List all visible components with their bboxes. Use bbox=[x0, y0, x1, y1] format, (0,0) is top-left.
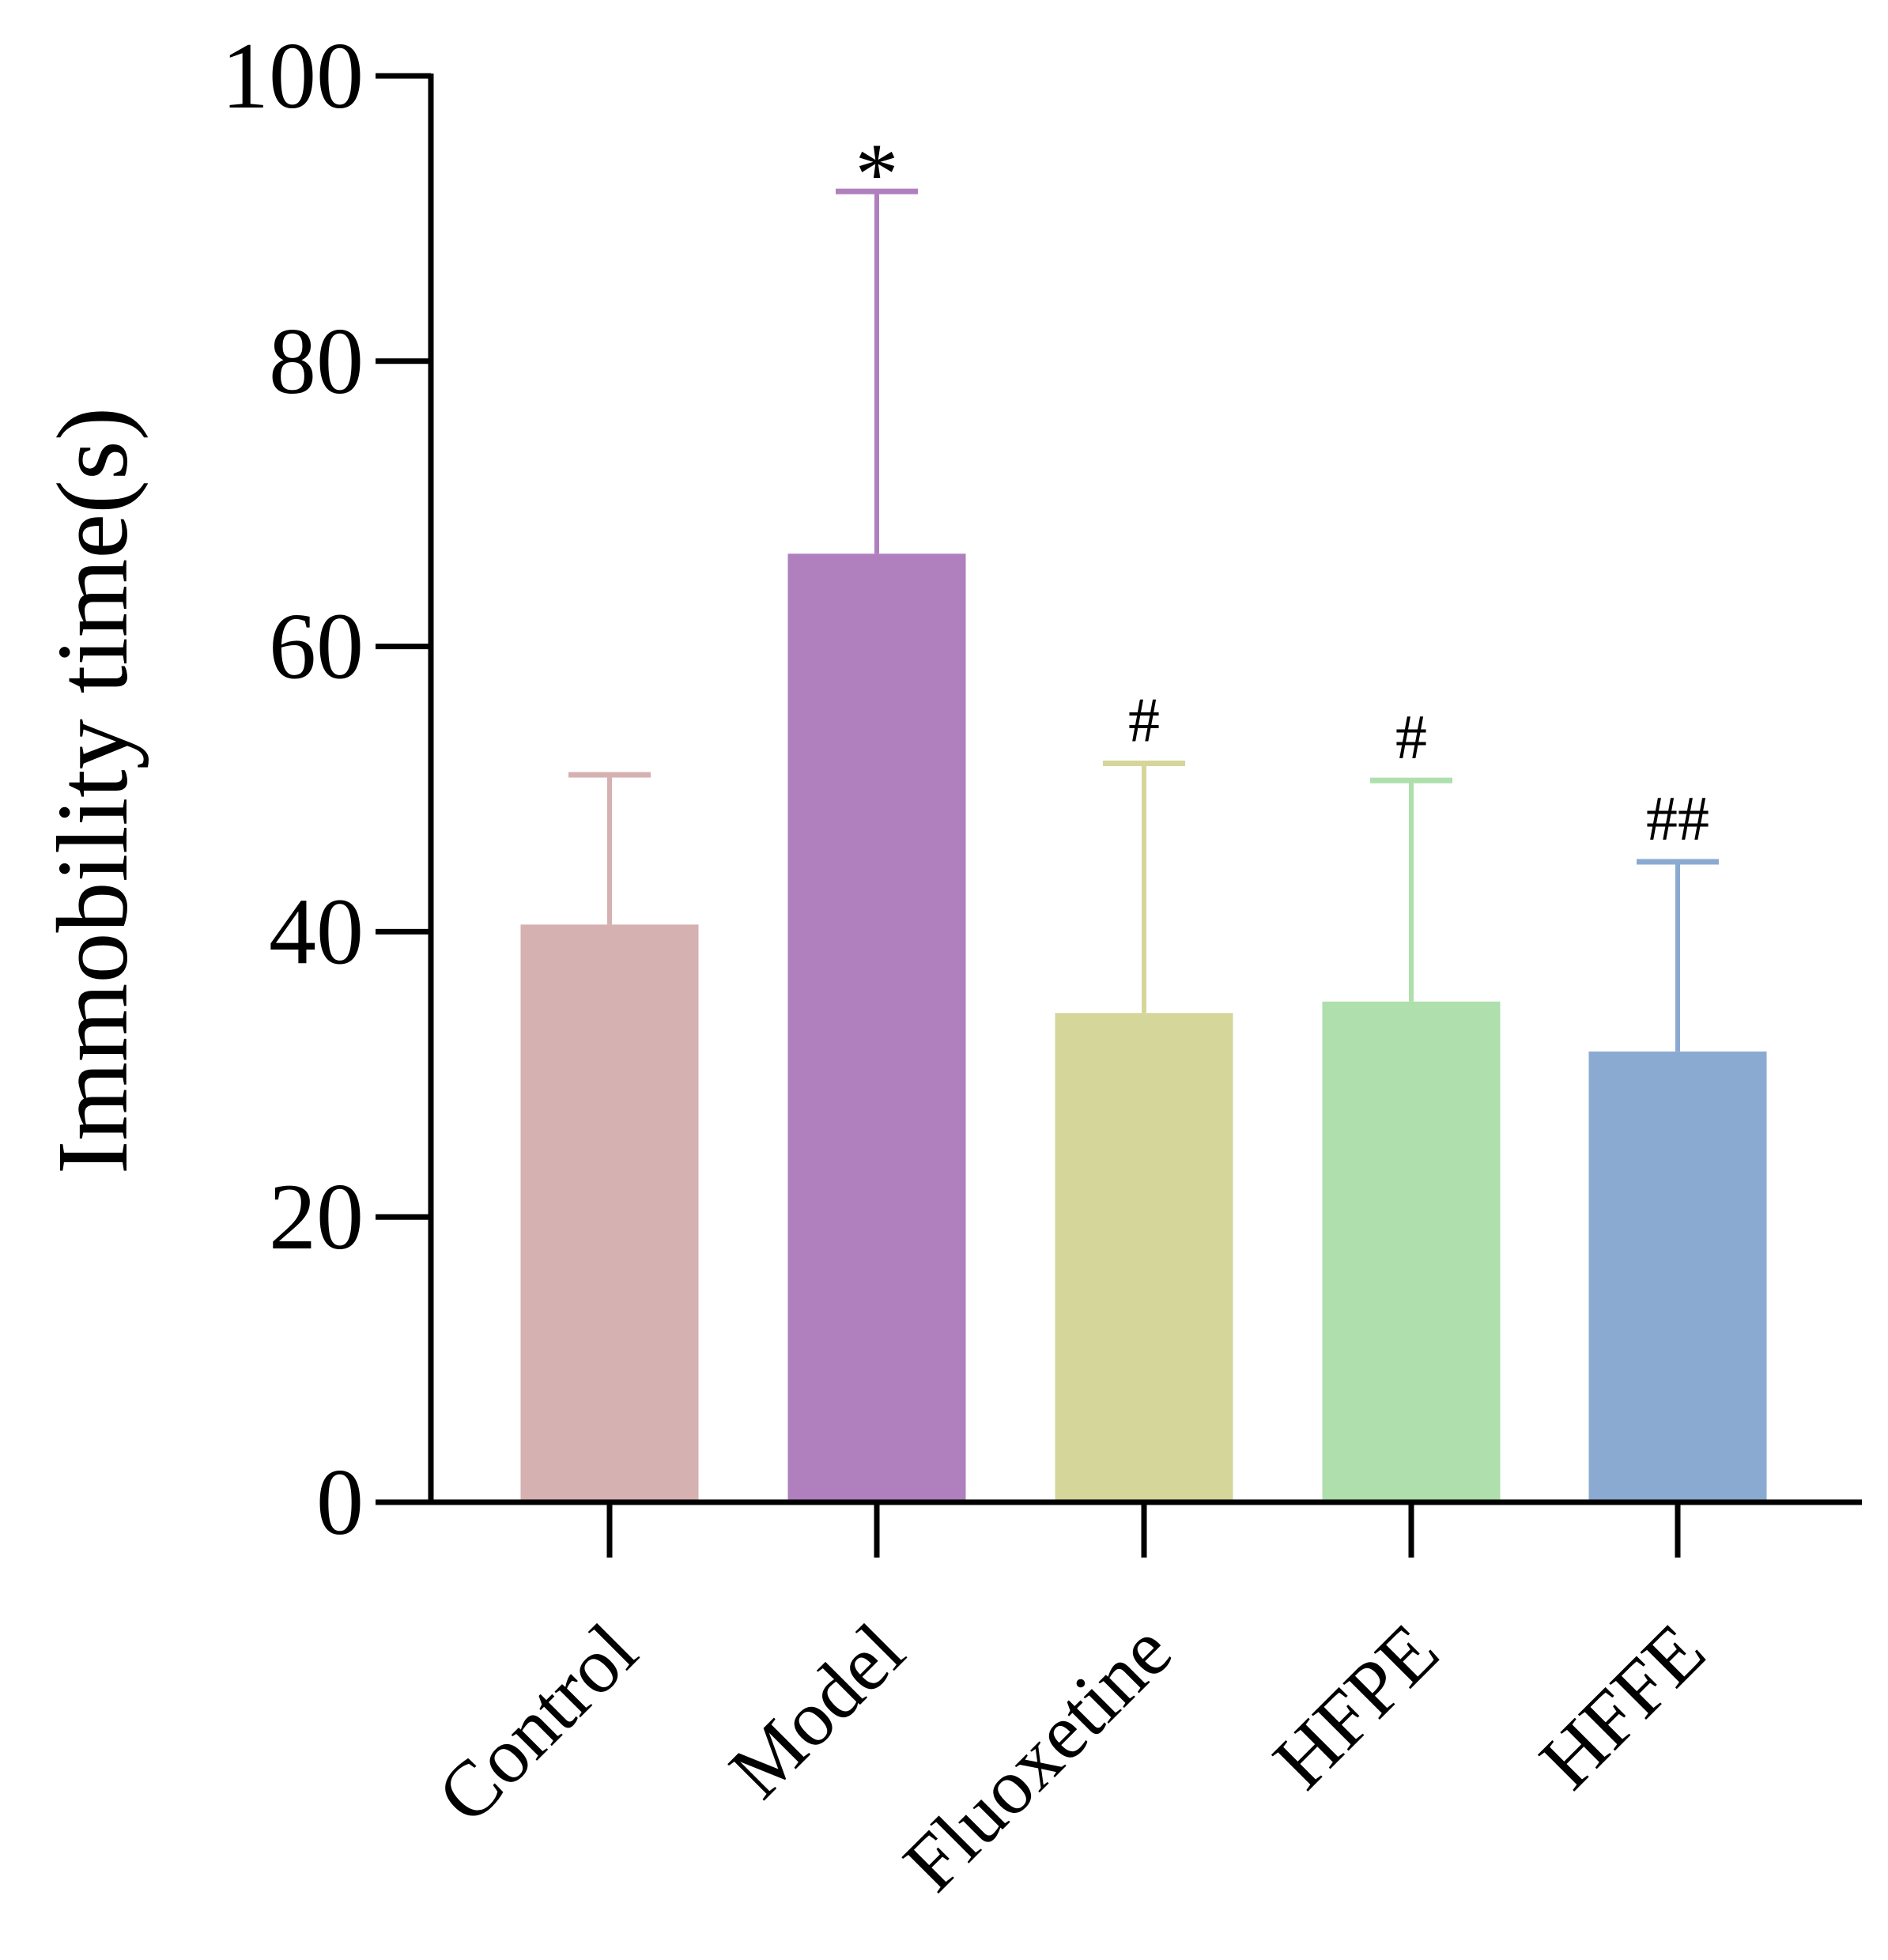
y-tick-label-80: 80 bbox=[269, 308, 364, 414]
x-tick-label-fluoxetine: Fluoxetine bbox=[887, 1607, 1188, 1908]
bars-layer bbox=[520, 553, 1767, 1502]
bar-control bbox=[520, 924, 699, 1502]
significance-mark-hffe: ## bbox=[1646, 784, 1709, 854]
y-axis-title: Immobility time(s) bbox=[36, 407, 149, 1175]
bar-hfpe bbox=[1322, 1001, 1501, 1502]
y-tick-label-20: 20 bbox=[269, 1164, 364, 1269]
significance-mark-hfpe: # bbox=[1395, 703, 1427, 772]
y-tick-label-100: 100 bbox=[221, 23, 364, 128]
y-tick-label-40: 40 bbox=[269, 878, 364, 984]
bar-hffe bbox=[1588, 1051, 1767, 1502]
labels-layer: Control * Model # Fluoxetine # HFPE ## HFFE 0 20 40… bbox=[221, 23, 1722, 1908]
y-tick-label-60: 60 bbox=[269, 594, 364, 699]
x-tick-label-hfpe: HFPE bbox=[1256, 1607, 1455, 1805]
bar-fluoxetine bbox=[1055, 1013, 1233, 1502]
significance-mark-fluoxetine: # bbox=[1128, 686, 1160, 756]
bar-model bbox=[787, 553, 966, 1502]
x-tick-label-model: Model bbox=[712, 1607, 920, 1815]
significance-mark-model: * bbox=[855, 126, 899, 222]
error-bars-layer bbox=[568, 188, 1719, 1052]
y-tick-label-0: 0 bbox=[316, 1449, 364, 1554]
x-tick-label-control: Control bbox=[421, 1607, 654, 1840]
x-tick-label-hffe: HFFE bbox=[1523, 1607, 1721, 1805]
axes-layer bbox=[376, 73, 1862, 1558]
